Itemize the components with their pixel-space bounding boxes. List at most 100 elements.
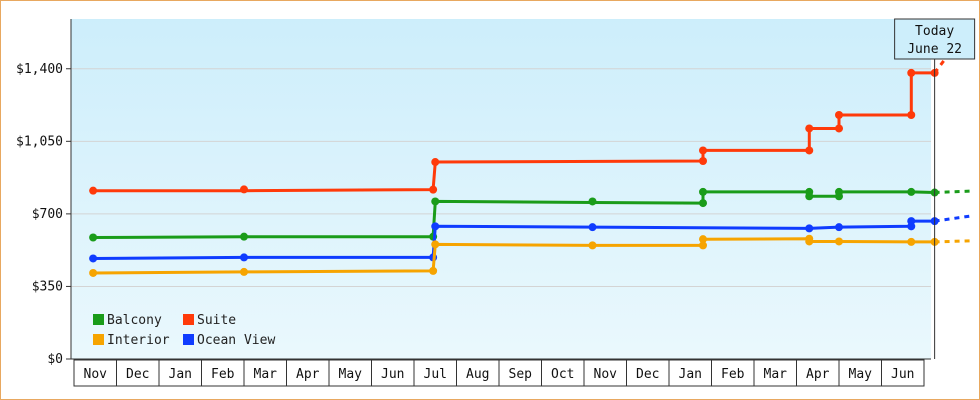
data-point xyxy=(805,124,814,133)
axes: $0 $350 $700 $1,050 $1,400 xyxy=(16,19,931,367)
y-tick-label: $1,050 xyxy=(16,134,63,149)
x-month-cell xyxy=(711,359,755,387)
x-month-label: Jan xyxy=(169,367,192,382)
legend-label: Balcony xyxy=(107,313,162,328)
x-month-label: Jun xyxy=(891,367,914,382)
x-month-cell xyxy=(413,359,457,387)
data-point xyxy=(907,68,916,77)
legend-swatch xyxy=(93,314,104,325)
data-point xyxy=(588,241,597,250)
data-point xyxy=(835,187,843,196)
legend-swatch xyxy=(183,314,194,325)
y-tick-label: $700 xyxy=(32,207,63,222)
y-tick-label: $1,400 xyxy=(16,62,63,77)
today-label-line2: June 22 xyxy=(907,42,962,57)
legend-label: Ocean View xyxy=(197,333,275,348)
x-month-cell xyxy=(583,359,627,387)
data-point xyxy=(699,146,707,155)
x-month-label: Aug xyxy=(466,367,489,382)
x-month-label: Dec xyxy=(636,367,659,382)
data-point xyxy=(89,186,98,195)
data-point xyxy=(835,237,843,246)
series-interior xyxy=(89,234,971,277)
data-point xyxy=(240,267,248,276)
x-month-label: Mar xyxy=(254,367,278,382)
x-month-label: Oct xyxy=(551,367,574,382)
legend-item: Interior xyxy=(93,333,170,348)
x-month-label: Feb xyxy=(721,367,745,382)
x-axis-months: Nov Dec Jan Feb Mar Apr May Jun Jul Aug Sep Oct Nov D… xyxy=(73,359,925,387)
legend-item: Ocean View xyxy=(183,333,275,348)
legend-label: Suite xyxy=(197,313,236,328)
data-point xyxy=(431,158,440,167)
legend-item: Suite xyxy=(183,313,236,328)
data-point xyxy=(588,197,597,206)
x-month-label: Mar xyxy=(764,367,788,382)
y-tick-label: $0 xyxy=(47,352,63,367)
legend: Balcony Suite Interior Ocean View xyxy=(93,313,275,348)
series-projection xyxy=(934,189,971,194)
x-month-cell xyxy=(328,359,372,387)
series-suite xyxy=(89,24,972,195)
x-month-cell xyxy=(116,359,160,387)
data-point xyxy=(240,185,248,194)
plot-area xyxy=(71,19,931,359)
x-month-label: May xyxy=(849,367,873,382)
data-point xyxy=(429,266,438,275)
x-month-cell xyxy=(158,359,202,387)
today-marker: Today June 22 xyxy=(894,18,976,359)
y-gridlines xyxy=(71,68,931,287)
data-point xyxy=(805,224,814,233)
x-month-label: Jan xyxy=(679,367,702,382)
today-label-box xyxy=(894,18,976,60)
series-projection xyxy=(934,214,972,223)
legend-swatch xyxy=(93,334,104,345)
legend-label: Interior xyxy=(107,333,170,348)
x-month-cell xyxy=(201,359,245,387)
data-point xyxy=(907,187,916,196)
x-month-label: Sep xyxy=(509,367,533,382)
legend-item: Balcony xyxy=(93,313,162,328)
data-point xyxy=(699,241,707,250)
data-point xyxy=(805,237,814,246)
data-point xyxy=(431,240,440,249)
data-point xyxy=(805,146,814,155)
x-month-cell xyxy=(753,359,797,387)
data-point xyxy=(699,187,707,196)
data-point xyxy=(699,235,707,244)
data-point xyxy=(907,217,916,226)
data-point xyxy=(835,124,843,133)
x-month-cell xyxy=(881,359,925,387)
data-point xyxy=(89,233,98,242)
series-layer xyxy=(89,24,972,277)
data-point xyxy=(907,237,916,246)
x-month-label: Nov xyxy=(594,367,618,382)
data-point xyxy=(907,110,916,119)
data-point xyxy=(431,222,440,231)
x-month-label: Feb xyxy=(211,367,235,382)
today-label-line1: Today xyxy=(915,24,954,39)
x-month-label: Jun xyxy=(381,367,404,382)
x-month-label: Apr xyxy=(296,367,320,382)
x-month-cell xyxy=(498,359,542,387)
data-point xyxy=(805,192,814,201)
data-point xyxy=(699,157,707,166)
data-point xyxy=(89,268,98,277)
data-point xyxy=(835,223,843,232)
x-month-label: Nov xyxy=(84,367,108,382)
data-point xyxy=(835,110,843,119)
y-tick-label: $350 xyxy=(32,279,63,294)
x-month-label: Dec xyxy=(126,367,149,382)
x-month-label: Jul xyxy=(424,367,447,382)
x-month-label: Apr xyxy=(806,367,830,382)
data-point xyxy=(588,223,597,232)
series-projection xyxy=(934,239,971,244)
data-point xyxy=(429,185,438,194)
data-point xyxy=(431,197,440,206)
x-month-cell xyxy=(456,359,500,387)
data-point xyxy=(240,232,248,241)
x-month-label: May xyxy=(339,367,363,382)
data-point xyxy=(699,199,707,208)
data-point xyxy=(240,253,248,262)
